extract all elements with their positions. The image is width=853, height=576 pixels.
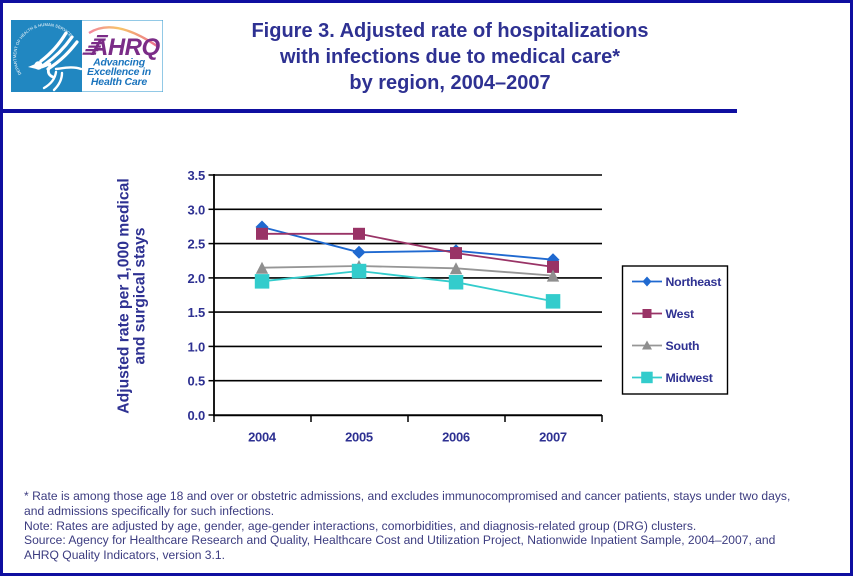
svg-text:and surgical stays: and surgical stays [132,227,149,364]
svg-text:1.5: 1.5 [188,305,205,320]
svg-text:3.0: 3.0 [188,202,205,217]
svg-text:South: South [666,339,700,353]
svg-text:Advancing: Advancing [92,56,146,68]
svg-text:Excellence in: Excellence in [87,66,151,78]
svg-text:1.0: 1.0 [188,339,205,354]
svg-text:2.5: 2.5 [188,237,205,252]
svg-text:2.0: 2.0 [188,271,205,286]
svg-text:Northeast: Northeast [666,275,722,289]
svg-text:3.5: 3.5 [188,168,205,183]
svg-text:0.0: 0.0 [188,408,205,423]
svg-text:0.5: 0.5 [188,374,205,389]
svg-text:Midwest: Midwest [666,371,713,385]
svg-text:Health Care: Health Care [91,76,148,88]
svg-text:2006: 2006 [442,430,470,445]
svg-text:AHRQ: AHRQ [90,34,160,61]
svg-text:2005: 2005 [345,430,373,445]
svg-text:West: West [666,307,694,321]
svg-text:2007: 2007 [539,430,567,445]
svg-text:2004: 2004 [248,430,277,445]
svg-text:Adjusted rate per 1,000 medica: Adjusted rate per 1,000 medical [116,178,133,413]
